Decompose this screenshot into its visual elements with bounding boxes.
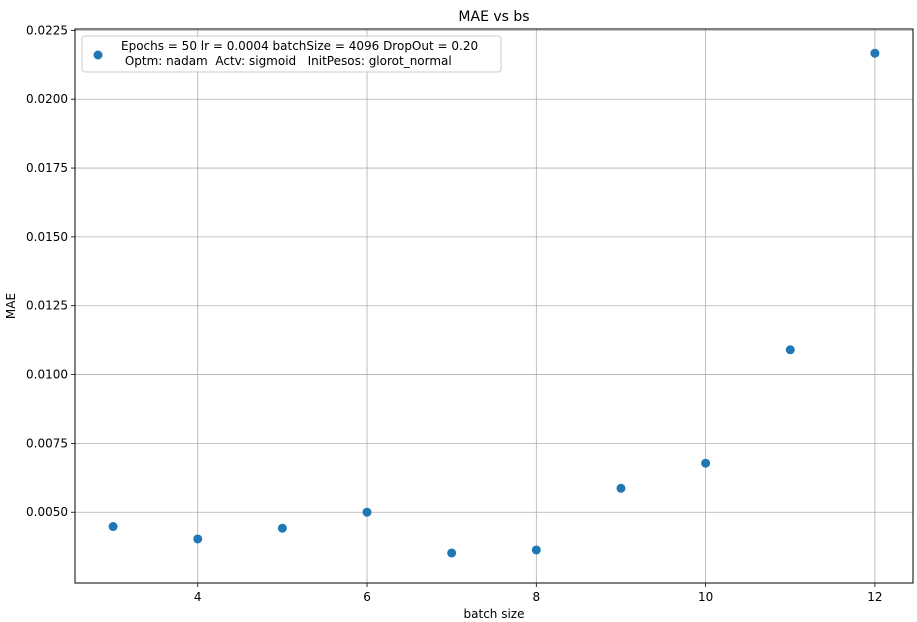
y-tick-label: 0.0150 [26, 230, 68, 244]
y-tick-label: 0.0225 [26, 23, 68, 37]
x-tick-label: 4 [194, 590, 202, 604]
data-point [193, 534, 203, 544]
y-axis-label: MAE [4, 293, 18, 319]
y-tick-label: 0.0125 [26, 299, 68, 313]
data-point [531, 545, 541, 555]
legend: Epochs = 50 lr = 0.0004 batchSize = 4096… [81, 35, 502, 73]
y-tick-label: 0.0050 [26, 505, 68, 519]
axis-ticks: 4 6 8 10 12 0.0050 0.0075 0.0100 0.0125 0.0150 0.0… [26, 23, 883, 604]
x-tick-label: 12 [867, 590, 882, 604]
legend-box [81, 35, 502, 73]
data-point [785, 345, 795, 355]
y-tick-label: 0.0175 [26, 161, 68, 175]
data-point [277, 523, 287, 533]
legend-entry-line-1: Epochs = 50 lr = 0.0004 batchSize = 4096… [121, 39, 478, 53]
data-point [870, 48, 880, 58]
data-point [108, 522, 118, 532]
chart-title: MAE vs bs [458, 9, 529, 25]
data-points [108, 48, 880, 558]
x-tick-label: 6 [363, 590, 371, 604]
grid [75, 29, 913, 583]
data-point [701, 458, 711, 468]
legend-entry-line-2: Optm: nadam Actv: sigmoid InitPesos: glo… [121, 54, 452, 68]
y-tick-label: 0.0200 [26, 92, 68, 106]
legend-marker [93, 50, 103, 60]
data-point [616, 483, 626, 493]
x-axis-label: batch size [464, 607, 525, 621]
x-tick-label: 8 [533, 590, 541, 604]
x-tick-label: 10 [698, 590, 713, 604]
y-tick-label: 0.0100 [26, 368, 68, 382]
data-point [362, 507, 372, 517]
data-point [447, 548, 457, 558]
y-tick-label: 0.0075 [26, 436, 68, 450]
